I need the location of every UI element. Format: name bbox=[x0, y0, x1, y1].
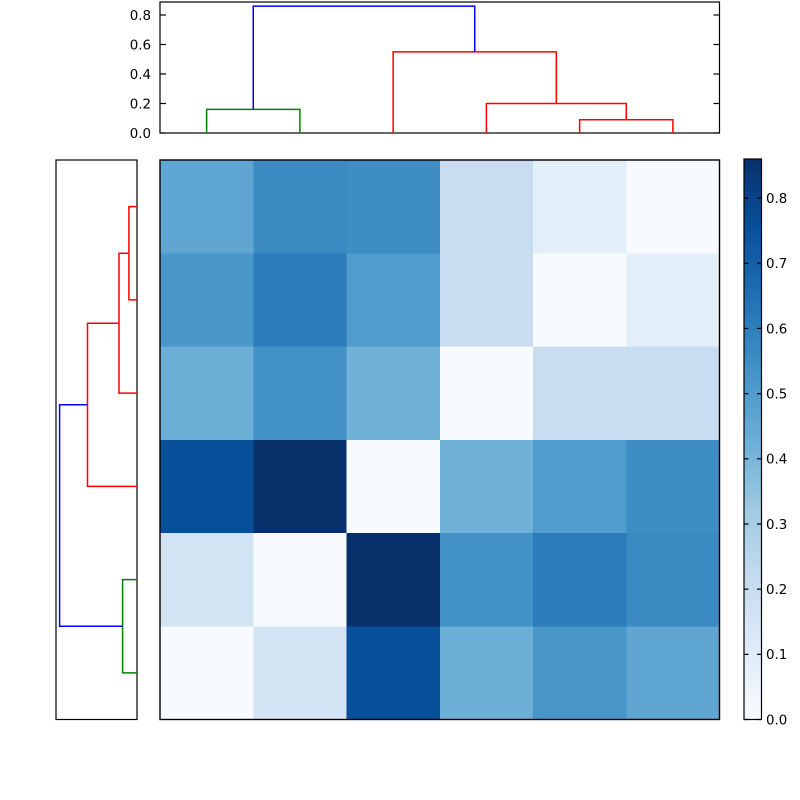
heatmap-cell bbox=[160, 253, 254, 347]
colorbar-tick-label: 0.3 bbox=[766, 518, 787, 533]
heatmap-cell bbox=[346, 346, 441, 441]
colorbar-tick-label: 0.4 bbox=[766, 453, 787, 468]
heatmap-cell bbox=[626, 346, 720, 441]
heatmap-cell bbox=[626, 626, 720, 720]
heatmap-border bbox=[159, 159, 721, 721]
dendrogram-link bbox=[252, 5, 476, 110]
heatmap-cell bbox=[626, 533, 720, 627]
ytick-label: 0.4 bbox=[130, 68, 151, 83]
ytick-label: 0.8 bbox=[130, 9, 151, 24]
heatmap-cell bbox=[533, 439, 627, 534]
ytick-label: 0.0 bbox=[130, 127, 151, 142]
colorbar-tick-label: 0.0 bbox=[766, 713, 787, 728]
heatmap-cell bbox=[439, 439, 534, 534]
colorbar-tick-label: 0.5 bbox=[766, 387, 787, 402]
ytick-label: 0.6 bbox=[130, 38, 151, 53]
heatmap-cell bbox=[160, 160, 254, 254]
heatmap-cell bbox=[439, 533, 534, 627]
heatmap-cell bbox=[346, 160, 441, 254]
heatmap-cell bbox=[439, 346, 534, 441]
colorbar-tick-label: 0.1 bbox=[766, 648, 787, 663]
heatmap-cell bbox=[533, 346, 627, 441]
top-dendrogram-box bbox=[159, 1, 721, 134]
heatmap-cell bbox=[160, 626, 254, 720]
heatmap-cell bbox=[253, 346, 347, 441]
left-dendrogram-box bbox=[55, 159, 138, 721]
heatmap-cell bbox=[533, 626, 627, 720]
heatmap-cell bbox=[533, 533, 627, 627]
heatmap-cell bbox=[626, 253, 720, 347]
colorbar-tick-label: 0.2 bbox=[766, 583, 787, 598]
heatmap-cell bbox=[253, 160, 347, 254]
heatmap-cell bbox=[346, 439, 441, 534]
colorbar-tick-label: 0.6 bbox=[766, 322, 787, 337]
colorbar-tick-label: 0.7 bbox=[766, 257, 787, 272]
heatmap-cell bbox=[160, 533, 254, 627]
heatmap-cell bbox=[346, 533, 441, 627]
heatmap-cell bbox=[626, 160, 720, 254]
heatmap-cell bbox=[439, 253, 534, 347]
dendrogram-link bbox=[58, 404, 123, 627]
heatmap-cell bbox=[253, 533, 347, 627]
ytick-label: 0.2 bbox=[130, 97, 151, 112]
dendrogram-link bbox=[578, 118, 674, 133]
heatmap-cell bbox=[253, 439, 347, 534]
heatmap-cell bbox=[533, 253, 627, 347]
heatmap-cell bbox=[346, 626, 441, 720]
colorbar-gradient bbox=[744, 159, 762, 720]
colorbar-tick-label: 0.8 bbox=[766, 192, 787, 207]
heatmap-cell bbox=[346, 253, 441, 347]
colorbar-outline bbox=[743, 158, 763, 721]
heatmap-cell bbox=[253, 253, 347, 347]
heatmap-cell bbox=[160, 439, 254, 534]
heatmap-cell bbox=[533, 160, 627, 254]
heatmap-cell bbox=[160, 346, 254, 441]
heatmap-cell bbox=[439, 160, 534, 254]
heatmap-cell bbox=[253, 626, 347, 720]
heatmap-cell bbox=[626, 439, 720, 534]
heatmap-cell bbox=[439, 626, 534, 720]
